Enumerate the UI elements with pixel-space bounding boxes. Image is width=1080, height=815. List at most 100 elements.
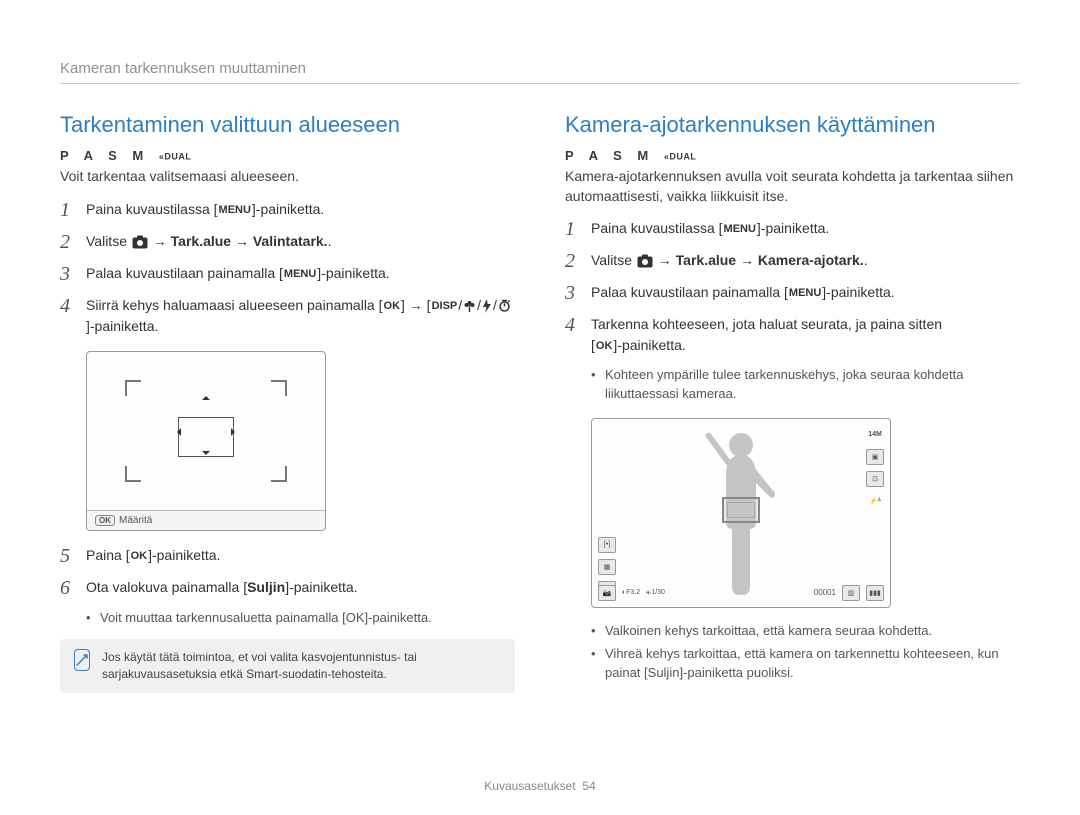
bullet-item: Kohteen ympärille tulee tarkennuskehys, … [591,366,1020,404]
step-1: 1 Paina kuvaustilassa [MENU]-painiketta. [565,218,1020,240]
step-text: Palaa kuvaustilaan painamalla [MENU]-pai… [86,263,515,284]
arrow-left-icon [173,428,181,436]
left-mode-labels: P A S M «DUAL [60,148,515,163]
arrow-down-icon [202,451,210,459]
right-step-list: 1 Paina kuvaustilassa [MENU]-painiketta.… [565,218,1020,356]
step-5: 5 Paina [OK]-painiketta. [60,545,515,567]
camera-icon [637,254,653,268]
camera-icon [132,235,148,249]
osd-icon: ▣ [866,449,884,465]
resolution-indicator: 14M [866,427,884,443]
step-text: Tarkenna kohteeseen, jota haluat seurata… [591,314,1020,356]
step-number: 2 [60,231,86,253]
bullet-item: Voit muuttaa tarkennusaluetta painamalla… [86,609,515,628]
step-number: 1 [60,199,86,221]
menu-button-label: MENU [218,202,252,219]
drive-mode-icon: ▦ [598,559,616,575]
step-4-note: Kohteen ympärille tulee tarkennuskehys, … [591,366,1020,404]
osd-icon: ⊡ [866,471,884,487]
modes-text: P A S M [565,148,654,163]
frame-corner [125,466,141,482]
left-step-list: 1 Paina kuvaustilassa [MENU]-painiketta.… [60,199,515,337]
step-2: 2 Valitse → Tark.alue → Valintatark.. [60,231,515,253]
frame-corner [271,380,287,396]
flash-icon [482,299,492,313]
left-step-list-2: 5 Paina [OK]-painiketta. 6 Ota valokuva … [60,545,515,599]
breadcrumb: Kameran tarkennuksen muuttaminen [60,60,1020,77]
viewfinder-frame: 14M ▣ ⊡ ⚡ᴬ [•] ▦ ▭ [591,418,891,608]
frame-corner [125,380,141,396]
left-section-title: Tarkentaminen valittuun alueeseen [60,112,515,138]
tip-callout: Jos käytät tätä toimintoa, et voi valita… [60,639,515,693]
metering-icon: [•] [598,537,616,553]
focus-area-figure: OK Määritä [86,351,515,531]
right-section-title: Kamera-ajotarkennuksen käyttäminen [565,112,1020,138]
ok-hint-label: OK [95,515,115,526]
step-number: 4 [565,314,591,336]
step-4: 4 Siirrä kehys haluamaasi alueeseen pain… [60,295,515,337]
step-text: Ota valokuva painamalla [Suljin]-painike… [86,577,515,598]
step-1: 1 Paina kuvaustilassa [MENU]-painiketta. [60,199,515,221]
bullet-item: Valkoinen kehys tarkoittaa, että kamera … [591,622,1020,641]
bullet-item: Vihreä kehys tarkoittaa, että kamera on … [591,645,1020,683]
menu-button-label: MENU [283,266,317,283]
step-number: 2 [565,250,591,272]
step-text: Paina kuvaustilassa [MENU]-painiketta. [591,218,1020,239]
ok-button-label: OK [130,548,149,565]
modes-dual: «DUAL [664,152,697,162]
step-number: 4 [60,295,86,317]
step-number: 3 [565,282,591,304]
step-number: 1 [565,218,591,240]
menu-button-label: MENU [723,221,757,238]
step-6-note: Voit muuttaa tarkennusaluetta painamalla… [86,609,515,628]
step-text: Valitse → Tark.alue → Valintatark.. [86,231,515,252]
right-mode-labels: P A S M «DUAL [565,148,1020,163]
tracking-focus-figure: 14M ▣ ⊡ ⚡ᴬ [•] ▦ ▭ [591,418,1020,608]
camera-mode-icon: 📷 [598,585,616,601]
figure-footer-text: Määritä [119,515,152,526]
ok-button-label: OK [595,338,614,355]
figure-footer-bar: OK Määritä [87,510,325,530]
step-text: Valitse → Tark.alue → Kamera-ajotark.. [591,250,1020,271]
manual-page: Kameran tarkennuksen muuttaminen Tarkent… [0,0,1080,723]
flower-icon [463,299,476,312]
tip-text: Jos käytät tätä toimintoa, et voi valita… [102,649,501,683]
note-icon [74,649,90,671]
flash-indicator-icon: ⚡ᴬ [866,493,884,509]
step-3: 3 Palaa kuvaustilaan painamalla [MENU]-p… [60,263,515,285]
step-number: 6 [60,577,86,599]
disp-button-label: DISP [431,298,459,315]
ok-button-label: OK [383,298,402,315]
step-text: Siirrä kehys haluamaasi alueeseen painam… [86,295,515,337]
storage-icon: ▥ [842,585,860,601]
battery-icon: ▮▮▮ [866,585,884,601]
tracking-box [722,497,760,523]
shutter-indicator: ☀ 1/30 [646,585,664,601]
arrow-right-icon [231,428,239,436]
step-number: 5 [60,545,86,567]
right-after-bullets: Valkoinen kehys tarkoittaa, että kamera … [591,622,1020,683]
aperture-indicator: ◐ F3.2 [622,585,640,601]
step-text: Palaa kuvaustilaan painamalla [MENU]-pai… [591,282,1020,303]
modes-dual: «DUAL [159,152,192,162]
page-footer: Kuvausasetukset 54 [0,779,1080,793]
modes-text: P A S M [60,148,149,163]
step-number: 3 [60,263,86,285]
osd-bottom-bar: 📷 ◐ F3.2 ☀ 1/30 00001 ▥ ▮▮▮ [598,585,884,601]
timer-icon [498,299,511,312]
step-2: 2 Valitse → Tark.alue → Kamera-ajotark.. [565,250,1020,272]
right-osd-icons: 14M ▣ ⊡ ⚡ᴬ [866,427,884,509]
frame-corner [271,466,287,482]
step-3: 3 Palaa kuvaustilaan painamalla [MENU]-p… [565,282,1020,304]
right-intro: Kamera-ajotarkennuksen avulla voit seura… [565,167,1020,206]
arrow-up-icon [202,392,210,400]
right-column: Kamera-ajotarkennuksen käyttäminen P A S… [565,112,1020,693]
left-intro: Voit tarkentaa valitsemaasi alueeseen. [60,167,515,187]
frame-counter: 00001 [814,588,836,597]
left-column: Tarkentaminen valittuun alueeseen P A S … [60,112,515,693]
viewfinder-frame: OK Määritä [86,351,326,531]
step-6: 6 Ota valokuva painamalla [Suljin]-paini… [60,577,515,599]
two-column-layout: Tarkentaminen valittuun alueeseen P A S … [60,112,1020,693]
step-text: Paina [OK]-painiketta. [86,545,515,566]
menu-button-label: MENU [788,285,822,302]
